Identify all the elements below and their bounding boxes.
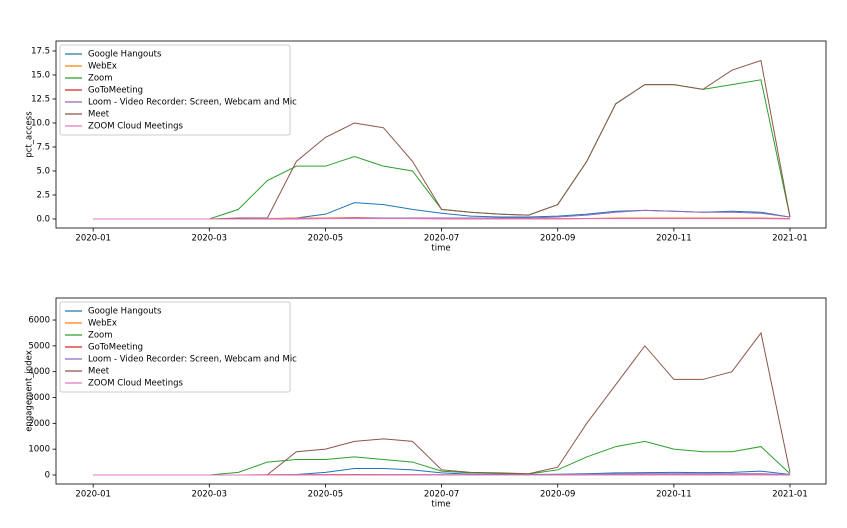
x-tick-label: 2020-09 xyxy=(540,490,576,500)
x-tick-label: 2020-05 xyxy=(308,234,344,244)
y-tick-label: 6000 xyxy=(28,316,50,326)
legend-label: GoToMeeting xyxy=(88,86,143,96)
y-tick-label: 0.0 xyxy=(36,214,50,224)
y-tick-label: 2.5 xyxy=(36,190,50,200)
x-tick-label: 2020-07 xyxy=(424,234,460,244)
legend-label: WebEx xyxy=(88,319,117,329)
y-tick-label: 7.5 xyxy=(36,142,50,152)
y-tick-label: 5.0 xyxy=(36,166,50,176)
y-axis-label: pct_access xyxy=(25,111,35,158)
x-tick-label: 2021-01 xyxy=(772,490,808,500)
legend: Google Hangouts WebEx Zoom GoToMeeting Loom … xyxy=(59,44,297,136)
legend-label: Zoom xyxy=(88,331,113,341)
x-tick-label: 2020-03 xyxy=(192,490,228,500)
x-axis-label: time xyxy=(431,500,450,510)
x-tick-label: 2020-01 xyxy=(75,234,111,244)
y-tick-label: 2000 xyxy=(28,419,50,429)
x-tick-label: 2020-07 xyxy=(424,490,460,500)
x-tick-label: 2020-09 xyxy=(540,234,576,244)
subplot: 2020-01 2020-03 2020-05 2020-07 2020-09 2020-… xyxy=(25,40,827,254)
legend-label: ZOOM Cloud Meetings xyxy=(88,122,183,132)
x-tick-label: 2020-01 xyxy=(75,490,111,500)
legend-label: WebEx xyxy=(88,62,117,72)
y-tick-label: 3000 xyxy=(28,393,50,403)
legend-box xyxy=(59,44,291,136)
y-tick-label: 1000 xyxy=(28,445,50,455)
y-axis-label: engagement_index xyxy=(25,350,35,432)
legend-label: Meet xyxy=(88,367,110,377)
x-tick-label: 2021-01 xyxy=(772,234,808,244)
legend-label: Google Hangouts xyxy=(88,307,162,317)
x-tick-label: 2020-11 xyxy=(656,234,692,244)
legend-label: Loom - Video Recorder: Screen, Webcam an… xyxy=(88,355,297,365)
x-tick-label: 2020-11 xyxy=(656,490,692,500)
y-tick-label: 17.5 xyxy=(31,46,50,56)
legend-label: GoToMeeting xyxy=(88,343,143,353)
y-tick-label: 0 xyxy=(45,470,50,480)
x-tick-label: 2020-05 xyxy=(308,490,344,500)
x-axis-label: time xyxy=(431,244,450,254)
legend-label: Loom - Video Recorder: Screen, Webcam an… xyxy=(88,98,297,108)
y-tick-label: 12.5 xyxy=(31,94,50,104)
y-tick-label: 10.0 xyxy=(31,118,50,128)
legend-label: Zoom xyxy=(88,74,113,84)
y-tick-label: 4000 xyxy=(28,367,50,377)
y-tick-label: 5000 xyxy=(28,341,50,351)
legend: Google Hangouts WebEx Zoom GoToMeeting Loom … xyxy=(59,301,297,393)
subplot: 2020-01 2020-03 2020-05 2020-07 2020-09 2020-… xyxy=(25,297,827,510)
legend-label: Meet xyxy=(88,110,110,120)
legend-box xyxy=(59,301,291,393)
legend-label: Google Hangouts xyxy=(88,50,162,60)
y-tick-label: 15.0 xyxy=(31,70,50,80)
legend-label: ZOOM Cloud Meetings xyxy=(88,379,183,389)
x-tick-label: 2020-03 xyxy=(192,234,228,244)
